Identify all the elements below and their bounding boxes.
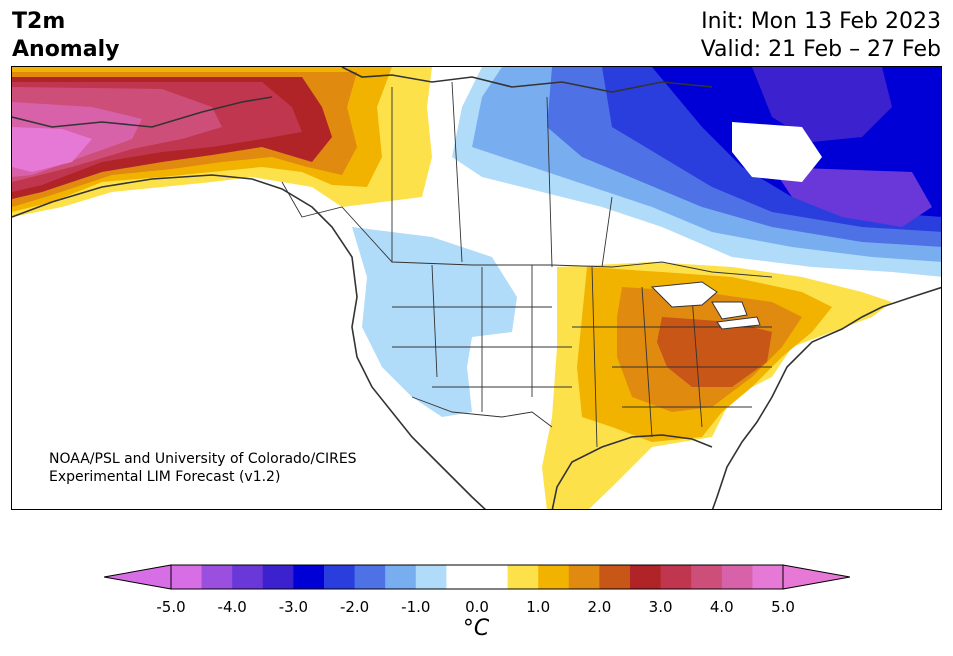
us-states: [392, 264, 772, 448]
anomaly-map-svg: [12, 67, 941, 509]
colorbar-segment: [630, 565, 662, 589]
colorbar-segment: [568, 565, 600, 589]
credit-line-1: NOAA/PSL and University of Colorado/CIRE…: [49, 451, 357, 467]
canada-provinces: [391, 81, 613, 268]
colorbar-segment: [324, 565, 356, 589]
colorbar-tick-label: -5.0: [156, 598, 186, 616]
colorbar-segment: [171, 565, 203, 589]
colorbar-segment: [538, 565, 570, 589]
colorbar-segment: [507, 565, 539, 589]
us-mexico-border: [411, 396, 553, 428]
coastline-north: [341, 67, 713, 93]
colorbar-segment: [385, 565, 417, 589]
map-title: T2m Anomaly: [12, 8, 119, 64]
colorbar-tick-label: 4.0: [709, 598, 734, 616]
great-lakes: [650, 281, 761, 330]
colorbar-segment: [262, 565, 294, 589]
init-date: Init: Mon 13 Feb 2023: [701, 9, 941, 34]
colorbar-over-arrow: [782, 564, 850, 590]
colorbar-unit: °C: [462, 616, 490, 641]
colorbar-segment: [201, 565, 233, 589]
forecast-dates: Init: Mon 13 Feb 2023 Valid: 21 Feb – 27…: [701, 8, 941, 64]
credit-line-2: Experimental LIM Forecast (v1.2): [49, 469, 281, 485]
colorbar-tick-label: 2.0: [587, 598, 612, 616]
colorbar-segment: [354, 565, 386, 589]
colorbar-tick-label: -4.0: [217, 598, 247, 616]
colorbar-tick-label: -2.0: [339, 598, 370, 616]
warm-region-alaska-magenta: [12, 127, 92, 172]
colorbar-segment: [721, 565, 753, 589]
colorbar-tick-label: -1.0: [401, 598, 431, 616]
colorbar-tick-label: 3.0: [648, 598, 673, 616]
cold-region-canada-indigo: [752, 67, 892, 142]
coastline-gulf: [551, 434, 713, 509]
colorbar-segment: [446, 565, 478, 589]
cold-region-labrador-violet: [772, 167, 932, 227]
colorbar-under-arrow: [104, 564, 172, 590]
colorbar-segment: [293, 565, 325, 589]
title-description: Anomaly: [12, 37, 120, 62]
colorbar-segment: [415, 565, 447, 589]
colorbar-segment: [691, 565, 723, 589]
hudson-bay: [732, 122, 822, 182]
anomaly-map: [11, 66, 942, 510]
colorbar-segment: [232, 565, 264, 589]
colorbar-segment: [660, 565, 692, 589]
title-variable: T2m: [12, 9, 66, 34]
colorbar-tick-label: -3.0: [278, 598, 309, 616]
coastline-east: [711, 286, 941, 509]
credit-text: NOAA/PSL and University of Colorado/CIRE…: [49, 450, 357, 486]
coastline-alaska: [12, 96, 487, 509]
valid-range: Valid: 21 Feb – 27 Feb: [700, 37, 941, 62]
colorbar-tick-label: 5.0: [771, 598, 795, 616]
colorbar-segment: [599, 565, 631, 589]
colorbar-segment: [752, 565, 784, 589]
colorbar-segment: [477, 565, 509, 589]
colorbar: [104, 564, 850, 590]
us-canada-border: [281, 181, 773, 278]
colorbar-tick-label: 0.0: [465, 598, 489, 616]
warm-region-east-rust: [657, 317, 772, 387]
colorbar-tick-label: 1.0: [526, 598, 551, 616]
